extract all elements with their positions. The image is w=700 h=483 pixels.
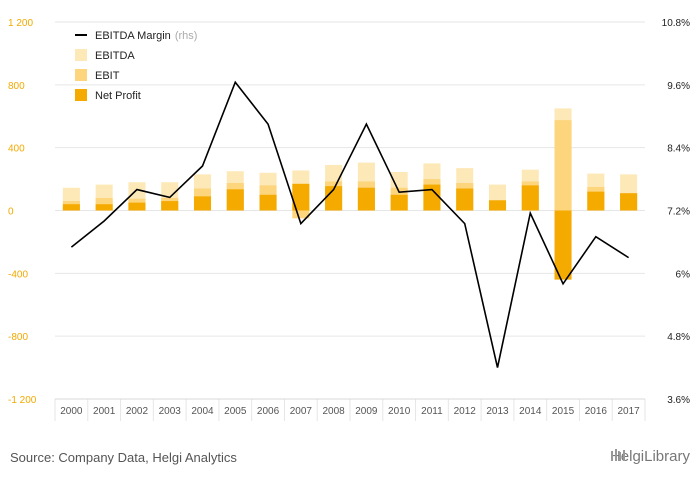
bar-net-profit [357, 187, 375, 211]
bar-net-profit [456, 188, 474, 211]
bar-ebit [554, 120, 572, 211]
grid-lines [54, 21, 646, 421]
x-tick-label: 2004 [191, 406, 214, 417]
x-tick-label: 2009 [355, 406, 378, 417]
right-tick-label: 6% [676, 269, 691, 280]
brand-logo: HelgiLibrary [610, 448, 690, 465]
right-tick-label: 7.2% [667, 207, 690, 218]
x-tick-label: 2005 [224, 406, 247, 417]
x-tick-label: 2002 [126, 406, 149, 417]
chart-svg: 1 200 10.8% 800 9.6% 400 8.4% 0 7.2% -400 6% -800 4… [8, 18, 690, 421]
bar-net-profit [128, 202, 146, 211]
left-tick-label: -800 [8, 332, 28, 343]
x-tick-label: 2014 [519, 406, 542, 417]
bar-net-profit [95, 204, 113, 211]
bar-net-profit [193, 196, 212, 211]
x-tick-label: 2013 [486, 406, 509, 417]
bar-net-profit [390, 194, 408, 211]
left-tick-label: 400 [8, 144, 25, 155]
bar-series [62, 108, 638, 280]
line-ebitda-margin [70, 80, 630, 368]
x-tick-label: 2017 [617, 406, 640, 417]
x-tick-label: 2012 [454, 406, 477, 417]
right-tick-label: 9.6% [667, 81, 690, 92]
bar-net-profit [325, 186, 343, 211]
legend-swatch-ebit [75, 69, 87, 81]
x-tick-label: 2007 [290, 406, 313, 417]
left-tick-label: 1 200 [8, 18, 33, 29]
bar-net-profit [423, 184, 441, 211]
right-tick-label: 10.8% [662, 18, 690, 29]
margin-line-series [70, 80, 630, 368]
legend: EBITDA Margin (rhs) EBITDA EBIT Net Profit [75, 30, 197, 102]
bar-net-profit [620, 193, 638, 211]
legend-swatch-net-profit [75, 89, 87, 101]
left-tick-label: 800 [8, 81, 25, 92]
x-tick-label: 2011 [421, 406, 443, 417]
right-tick-label: 8.4% [667, 144, 690, 155]
legend-label-ebit: EBIT [95, 70, 120, 82]
bar-net-profit [62, 204, 80, 211]
bar-net-profit [488, 200, 507, 211]
legend-label-ebitda-margin: EBITDA Margin [95, 30, 171, 42]
axes: 1 200 10.8% 800 9.6% 400 8.4% 0 7.2% -400 6% -800 4… [8, 18, 690, 417]
bar-ebit [292, 210, 310, 219]
x-tick-label: 2000 [60, 406, 83, 417]
source-note: Source: Company Data, Helgi Analytics [10, 450, 237, 465]
left-tick-label: -400 [8, 269, 28, 280]
bar-net-profit [554, 210, 572, 280]
legend-swatch-ebitda [75, 49, 87, 61]
right-tick-label: 3.6% [667, 395, 690, 406]
legend-label-ebitda: EBITDA [95, 50, 135, 62]
bar-net-profit [521, 185, 539, 211]
left-tick-label: -1 200 [8, 395, 37, 406]
brand-name: HelgiLibrary [609, 448, 690, 465]
legend-label-net-profit: Net Profit [95, 90, 141, 102]
legend-suffix-ebitda-margin: (rhs) [175, 30, 198, 42]
right-tick-label: 4.8% [667, 332, 690, 343]
x-tick-label: 2016 [585, 406, 608, 417]
x-tick-label: 2006 [257, 406, 280, 417]
left-tick-label: 0 [8, 207, 14, 218]
bar-net-profit [292, 183, 310, 211]
library-icon [610, 449, 625, 461]
x-tick-label: 2010 [388, 406, 411, 417]
bar-net-profit [161, 201, 179, 211]
x-tick-label: 2015 [552, 406, 575, 417]
x-tick-label: 2001 [93, 406, 116, 417]
bar-net-profit [587, 191, 605, 211]
x-tick-label: 2003 [159, 406, 182, 417]
x-tick-label: 2008 [322, 406, 345, 417]
bar-net-profit [259, 194, 277, 211]
bar-net-profit [226, 189, 244, 211]
